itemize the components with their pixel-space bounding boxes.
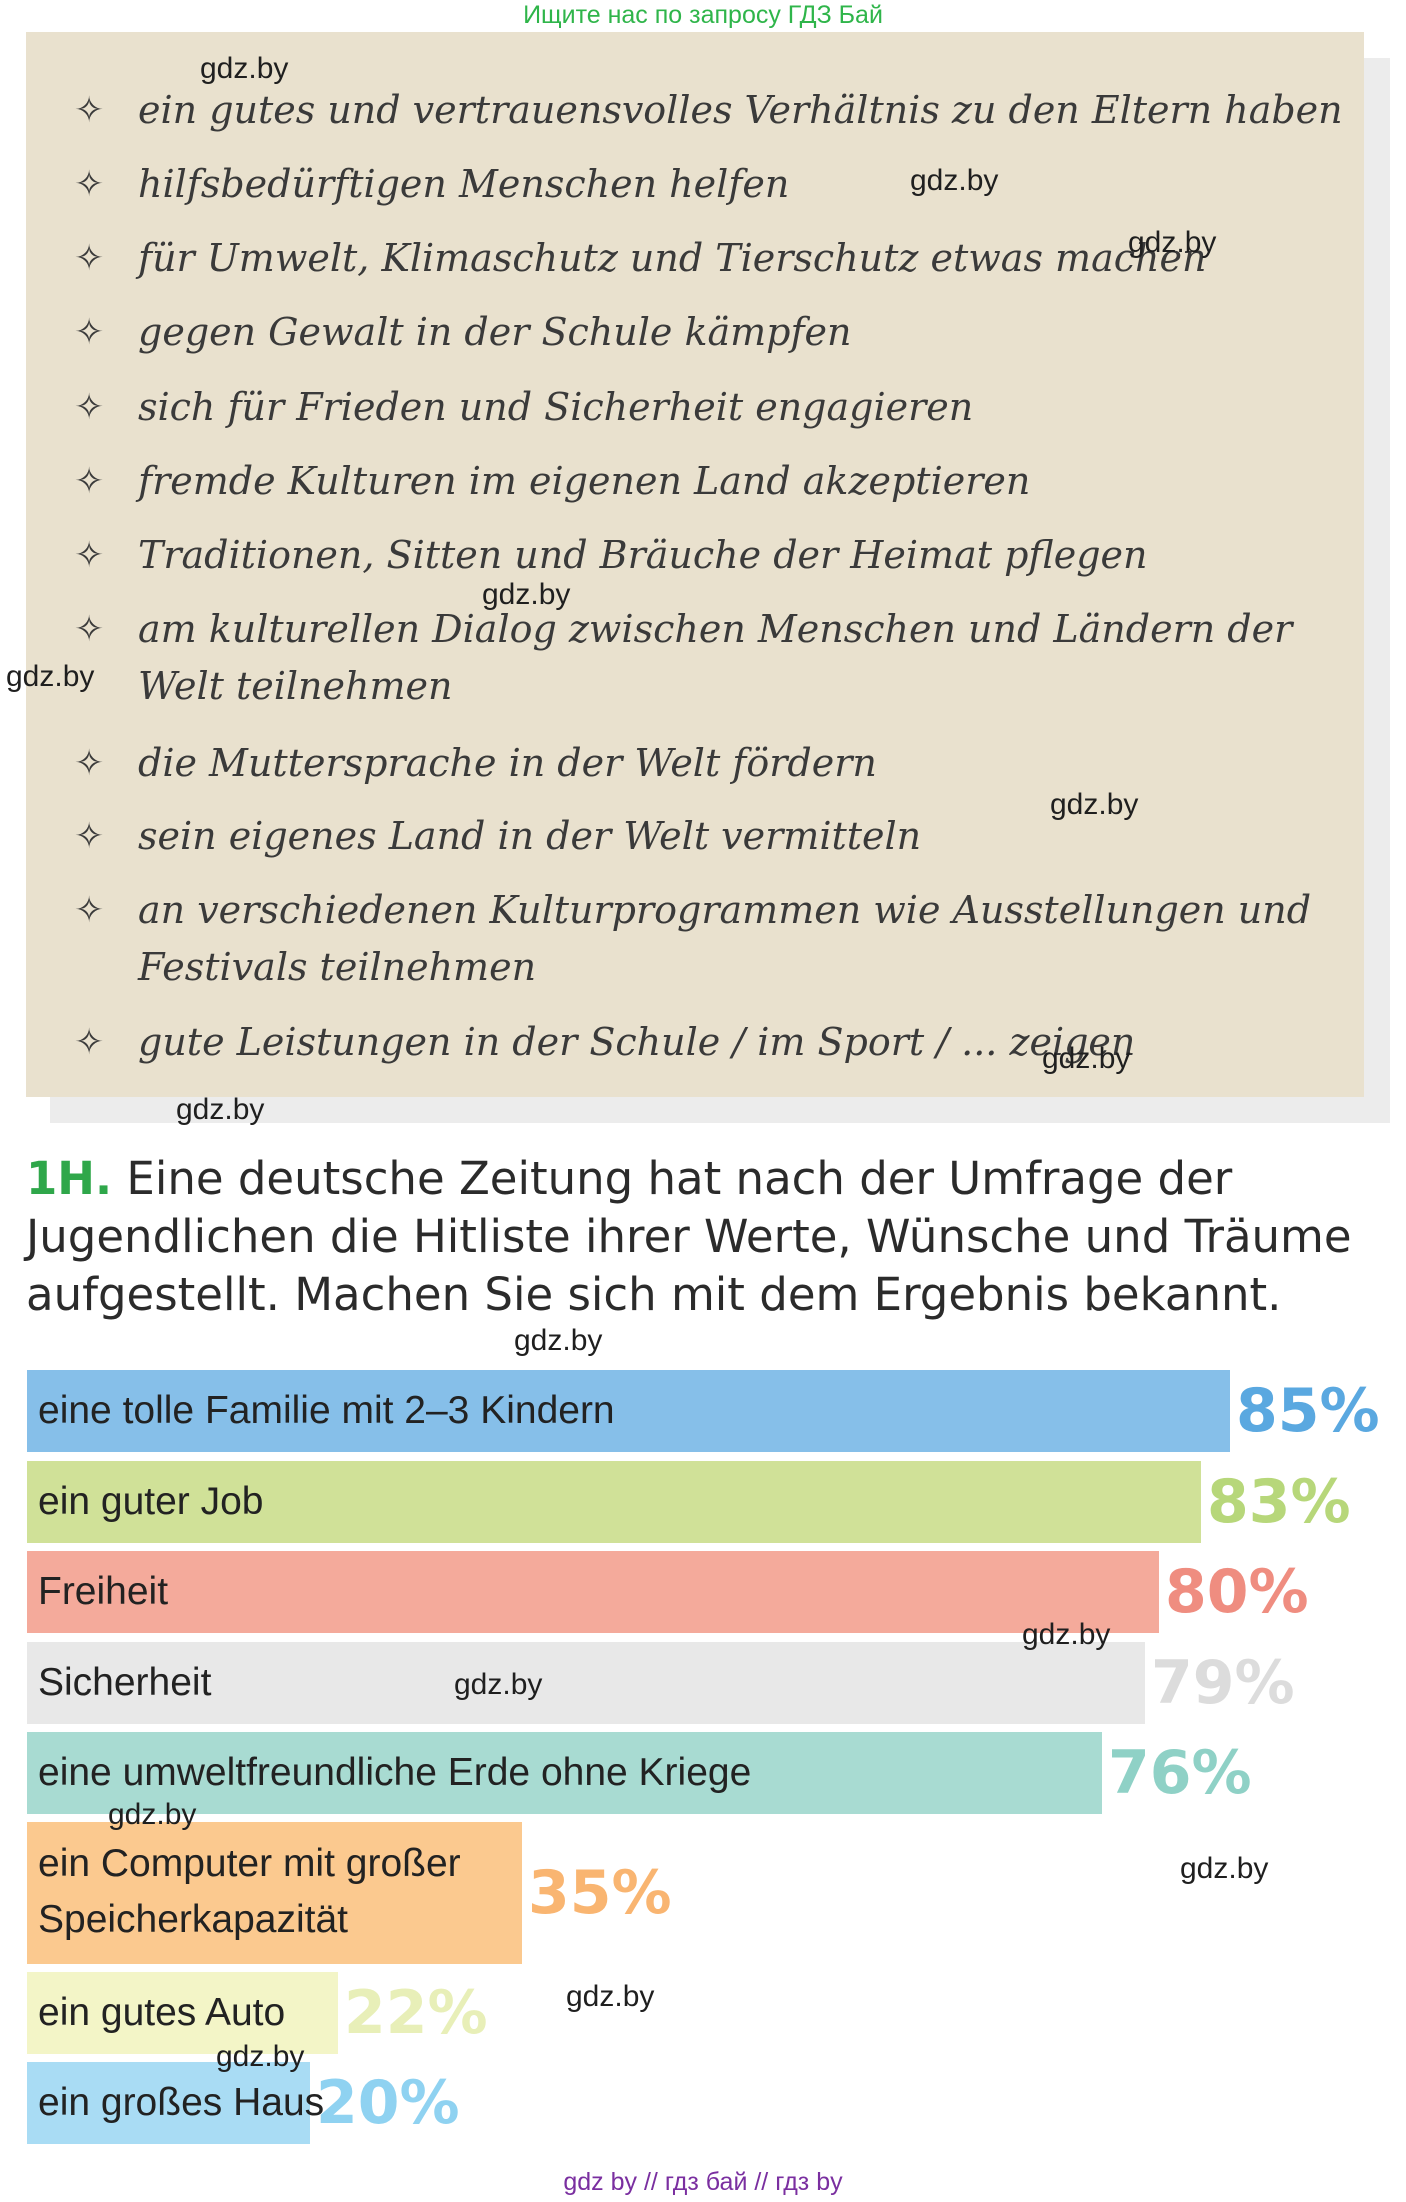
bar	[27, 1732, 1102, 1814]
values-list-item-text: gegen Gewalt in der Schule kämpfen	[138, 310, 852, 354]
bar	[27, 2062, 310, 2144]
watermark-text: gdz.by	[1022, 1618, 1111, 1651]
watermark-text: gdz.by	[910, 164, 999, 197]
watermark-text: gdz.by	[108, 1798, 197, 1831]
four-point-star-icon: ✧	[74, 1022, 105, 1063]
bar-label: Sicherheit	[38, 1661, 212, 1704]
bar	[27, 1551, 1159, 1633]
watermark-text: gdz.by	[454, 1668, 543, 1701]
watermark-text: gdz.by	[216, 2040, 305, 2073]
bar-label: Freiheit	[38, 1570, 169, 1613]
values-list-item-text: hilfsbedürftigen Menschen helfen	[138, 162, 790, 206]
bar-value-label: 76%	[1108, 1738, 1252, 1808]
bar-label: ein Computer mit großer Speicherkapazitä…	[38, 1842, 461, 1941]
watermark-text: gdz.by	[482, 578, 571, 611]
top-banner[interactable]: Ищите нас по запросу ГДЗ Бай	[523, 1, 883, 29]
task-number: 1H.	[26, 1152, 113, 1205]
watermark-text: gdz.by	[1042, 1042, 1131, 1075]
bar-label: ein guter Job	[38, 1480, 264, 1523]
watermark-text: gdz.by	[1128, 226, 1217, 259]
values-list-item-text: an verschiedenen Kulturprogrammen wie Au…	[138, 888, 1312, 989]
values-list-item-text: am kulturellen Dialog zwischen Menschen …	[138, 607, 1293, 708]
four-point-star-icon: ✧	[74, 743, 105, 784]
values-list-item-text: ein gutes und vertrauensvolles Verhältni…	[138, 88, 1343, 132]
four-point-star-icon: ✧	[74, 890, 105, 931]
bar-value-label: 22%	[344, 1978, 488, 2048]
task-text: 1H. Eine deutsche Zeitung hat nach der U…	[26, 1150, 1376, 1324]
watermark-text: gdz.by	[1180, 1852, 1269, 1885]
watermark-text: gdz.by	[514, 1324, 603, 1357]
bar	[27, 1972, 338, 2054]
bar-value-label: 35%	[528, 1858, 672, 1928]
watermark-text: gdz.by	[176, 1093, 265, 1126]
bar	[27, 1642, 1145, 1724]
values-list-item-text: die Muttersprache in der Welt fördern	[138, 741, 877, 785]
four-point-star-icon: ✧	[74, 535, 105, 576]
four-point-star-icon: ✧	[74, 461, 105, 502]
four-point-star-icon: ✧	[74, 816, 105, 857]
four-point-star-icon: ✧	[74, 312, 105, 353]
bar-value-label: 80%	[1165, 1557, 1309, 1627]
four-point-star-icon: ✧	[74, 238, 105, 279]
bar-value-label: 20%	[316, 2068, 460, 2138]
footer-links[interactable]: gdz by // гдз бай // гдз by	[563, 2168, 843, 2196]
bar-label: ein großes Haus	[38, 2081, 325, 2124]
bar	[27, 1822, 522, 1964]
four-point-star-icon: ✧	[74, 90, 105, 131]
four-point-star-icon: ✧	[74, 387, 105, 428]
task-body: Eine deutsche Zeitung hat nach der Umfra…	[26, 1152, 1352, 1321]
bar-label: ein gutes Auto	[38, 1991, 286, 2034]
values-list-item-text: sein eigenes Land in der Welt vermitteln	[138, 814, 922, 858]
values-list-item-text: sich für Frieden und Sicherheit engagier…	[138, 385, 974, 429]
values-list: ✧ ein gutes und vertrauensvolles Verhältn…	[26, 32, 1364, 1097]
watermark-text: gdz.by	[1050, 788, 1139, 821]
watermark-text: gdz.by	[566, 1980, 655, 2013]
bar-label: eine tolle Familie mit 2–3 Kindern	[38, 1389, 615, 1432]
values-list-item-text: Traditionen, Sitten und Bräuche der Heim…	[138, 533, 1148, 577]
watermark-text: gdz.by	[6, 660, 95, 693]
values-box: ✧ ein gutes und vertrauensvolles Verhältn…	[26, 32, 1364, 1097]
values-list-item-text: fremde Kulturen im eigenen Land akzeptie…	[138, 459, 1031, 503]
four-point-star-icon: ✧	[74, 609, 105, 650]
values-list-item-text: für Umwelt, Klimaschutz und Tierschutz e…	[138, 236, 1207, 280]
bar	[27, 1461, 1201, 1543]
values-list-item-text: gute Leistungen in der Schule / im Sport…	[138, 1020, 1136, 1064]
bar-value-label: 83%	[1207, 1467, 1351, 1537]
bar-value-label: 85%	[1236, 1376, 1380, 1446]
watermark-text: gdz.by	[200, 52, 289, 85]
bar-value-label: 79%	[1151, 1648, 1295, 1718]
bar-label: eine umweltfreundliche Erde ohne Kriege	[38, 1751, 752, 1794]
bar	[27, 1370, 1230, 1452]
four-point-star-icon: ✧	[74, 164, 105, 205]
